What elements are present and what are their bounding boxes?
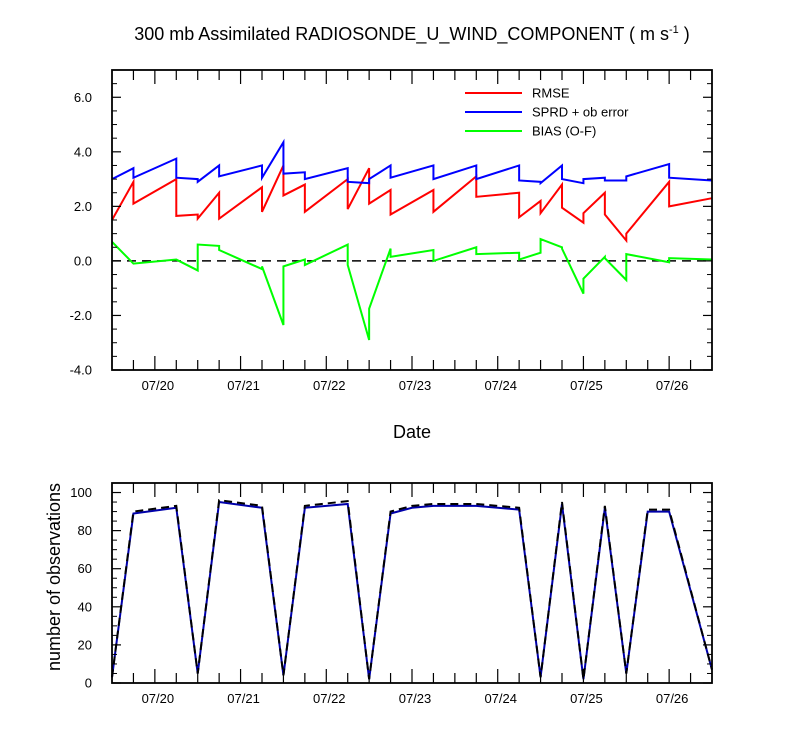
series-line-rmse [111,165,713,244]
x-tick-label: 07/23 [399,691,432,706]
bottom-panel: 0 20 40 60 80 100 07/20 07/21 07/22 07/23 07/24 07/… [70,482,713,706]
legend-label-sprd: SPRD + ob error [532,105,629,120]
y-tick-label: 100 [70,485,92,500]
plot-frame [111,482,713,684]
x-tick-label: 07/24 [484,378,517,393]
chart-title-tail: ) [679,24,690,44]
y-tick-label: 40 [78,599,92,614]
x-tick-label: 07/25 [570,691,603,706]
y-tick-label: 60 [78,561,92,576]
y-tick-label: -2.0 [70,308,92,323]
x-axis-label: Date [393,422,431,442]
series-line-bias [111,237,713,341]
x-tick-label: 07/24 [484,691,517,706]
y-axis-label: number of observations [44,483,64,671]
top-panel: -4.0 -2.0 0.0 2.0 4.0 6.0 07/20 07/21 07/22 07/23… [70,69,713,393]
x-tick-label: 07/26 [656,378,689,393]
y-tick-label: -4.0 [70,363,92,378]
y-tick-label: 80 [78,523,92,538]
legend-label-bias: BIAS (O-F) [532,124,596,139]
x-tick-label: 07/21 [227,378,260,393]
x-tick-label: 07/20 [142,378,175,393]
x-tick-label: 07/26 [656,691,689,706]
x-tick-label: 07/25 [570,378,603,393]
chart-title-main: 300 mb Assimilated RADIOSONDE_U_WIND_COM… [134,24,669,45]
series-line-sprd [111,138,713,186]
x-tick-label: 07/21 [227,691,260,706]
y-tick-label: 6.0 [74,90,92,105]
y-tick-label: 4.0 [74,144,92,159]
series-line-obs_used [111,500,713,680]
x-tick-label: 07/23 [399,378,432,393]
y-tick-label: 20 [78,637,92,652]
chart-title: 300 mb Assimilated RADIOSONDE_U_WIND_COM… [134,24,690,45]
y-tick-label: 2.0 [74,199,92,214]
chart-title-superscript: -1 [669,24,679,36]
x-tick-label: 07/22 [313,691,346,706]
legend-label-rmse: RMSE [532,86,570,101]
series-line-obs_poss [111,499,713,680]
x-tick-label: 07/20 [142,691,175,706]
x-tick-label: 07/22 [313,378,346,393]
y-tick-label: 0.0 [74,253,92,268]
y-tick-label: 0 [85,676,92,691]
